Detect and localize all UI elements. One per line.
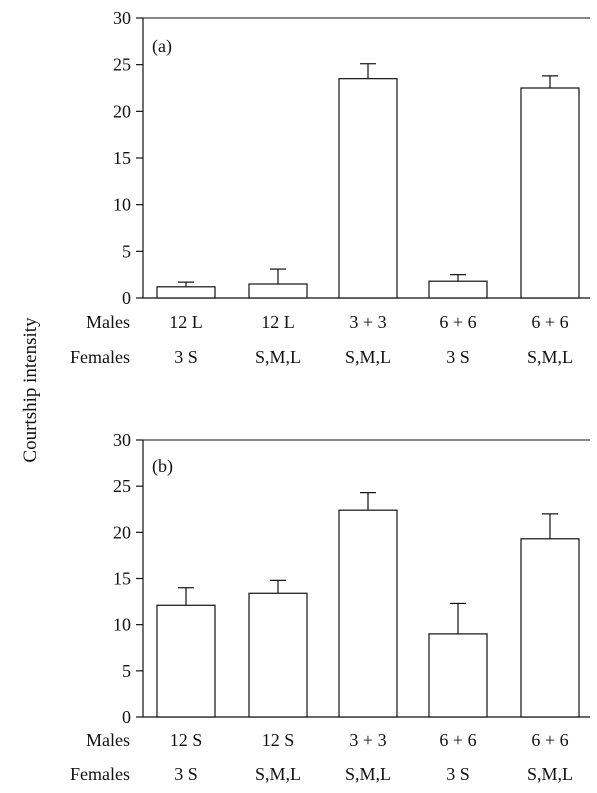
y-tick-label: 20 bbox=[113, 522, 131, 542]
females-row-label: Females bbox=[70, 347, 130, 367]
males-category-label: 6 + 6 bbox=[439, 730, 476, 750]
y-tick-label: 25 bbox=[113, 476, 131, 496]
males-category-label: 6 + 6 bbox=[439, 312, 476, 332]
y-tick-label: 10 bbox=[113, 615, 131, 635]
females-category-label: S,M,L bbox=[255, 764, 301, 784]
males-category-label: 12 S bbox=[262, 730, 295, 750]
bar bbox=[428, 280, 488, 299]
males-category-label: 6 + 6 bbox=[531, 312, 568, 332]
y-tick-label: 10 bbox=[113, 195, 131, 215]
panel-label: (b) bbox=[152, 456, 173, 477]
y-tick-label: 0 bbox=[122, 288, 131, 308]
bar bbox=[248, 592, 308, 718]
y-tick-label: 15 bbox=[113, 569, 131, 589]
y-tick-label: 30 bbox=[113, 8, 131, 28]
bar bbox=[338, 78, 398, 299]
males-row-label: Males bbox=[86, 312, 130, 332]
bar bbox=[428, 633, 488, 718]
bar bbox=[156, 604, 216, 718]
bar bbox=[248, 283, 308, 299]
y-tick-label: 0 bbox=[122, 707, 131, 727]
y-tick-label: 5 bbox=[122, 241, 131, 261]
females-category-label: S,M,L bbox=[255, 347, 301, 367]
panel-label: (a) bbox=[152, 36, 172, 57]
y-tick-label: 5 bbox=[122, 661, 131, 681]
males-category-label: 12 L bbox=[169, 312, 203, 332]
females-category-label: S,M,L bbox=[345, 347, 391, 367]
females-category-label: 3 S bbox=[446, 347, 470, 367]
y-tick-label: 25 bbox=[113, 55, 131, 75]
males-category-label: 3 + 3 bbox=[349, 312, 386, 332]
males-category-label: 6 + 6 bbox=[531, 730, 568, 750]
bar bbox=[338, 509, 398, 718]
y-axis-label: Courtship intensity bbox=[20, 317, 41, 463]
males-category-label: 12 L bbox=[261, 312, 295, 332]
y-tick-label: 20 bbox=[113, 101, 131, 121]
bar bbox=[520, 538, 580, 718]
y-tick-label: 15 bbox=[113, 148, 131, 168]
females-category-label: 3 S bbox=[174, 764, 198, 784]
bar bbox=[156, 286, 216, 299]
panel-a: 0 5 10 15 20 25 30 (a) Males Females 12 L 12 L 3 + 3… bbox=[70, 8, 590, 367]
males-category-label: 12 S bbox=[170, 730, 203, 750]
panel-b: 0 5 10 15 20 25 30 (b) Males Females 12 S 12 S 3 + 3… bbox=[70, 430, 590, 784]
y-tick-label: 30 bbox=[113, 430, 131, 450]
males-row-label: Males bbox=[86, 730, 130, 750]
females-category-label: 3 S bbox=[446, 764, 470, 784]
females-row-label: Females bbox=[70, 764, 130, 784]
females-category-label: S,M,L bbox=[527, 347, 573, 367]
females-category-label: 3 S bbox=[174, 347, 198, 367]
females-category-label: S,M,L bbox=[345, 764, 391, 784]
males-category-label: 3 + 3 bbox=[349, 730, 386, 750]
females-category-label: S,M,L bbox=[527, 764, 573, 784]
bar bbox=[520, 87, 580, 299]
